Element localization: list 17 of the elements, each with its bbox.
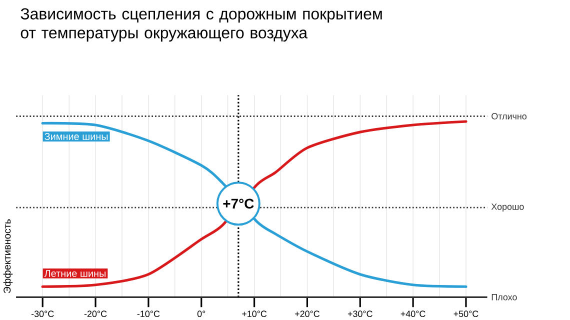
x-tick-label: +20°C <box>295 310 320 318</box>
x-tick-label: +50°C <box>454 310 478 318</box>
chart-title: Зависимость сцепления с дорожным покрытием от температуры окружающего воздуха <box>20 8 382 42</box>
y-axis-title: Эффективность <box>3 219 13 294</box>
ref-line-label: Плохо <box>492 294 517 300</box>
x-tick-label: +10°C <box>242 310 267 318</box>
series-label: Зимние шины <box>44 132 108 140</box>
x-tick-label: +30°C <box>348 310 372 318</box>
x-tick-label: -10°C <box>137 310 160 318</box>
x-tick-label: -30°C <box>32 310 54 318</box>
ref-line-label: Отлично <box>492 113 527 120</box>
x-tick-label: +40°C <box>400 310 426 318</box>
x-tick-label: -20°C <box>84 310 107 318</box>
x-tick-label: 0° <box>197 310 206 318</box>
ref-line-label: +7°C <box>223 198 254 209</box>
series-label: Летние шины <box>44 270 106 277</box>
ref-line-label: Хорошо <box>491 204 524 212</box>
